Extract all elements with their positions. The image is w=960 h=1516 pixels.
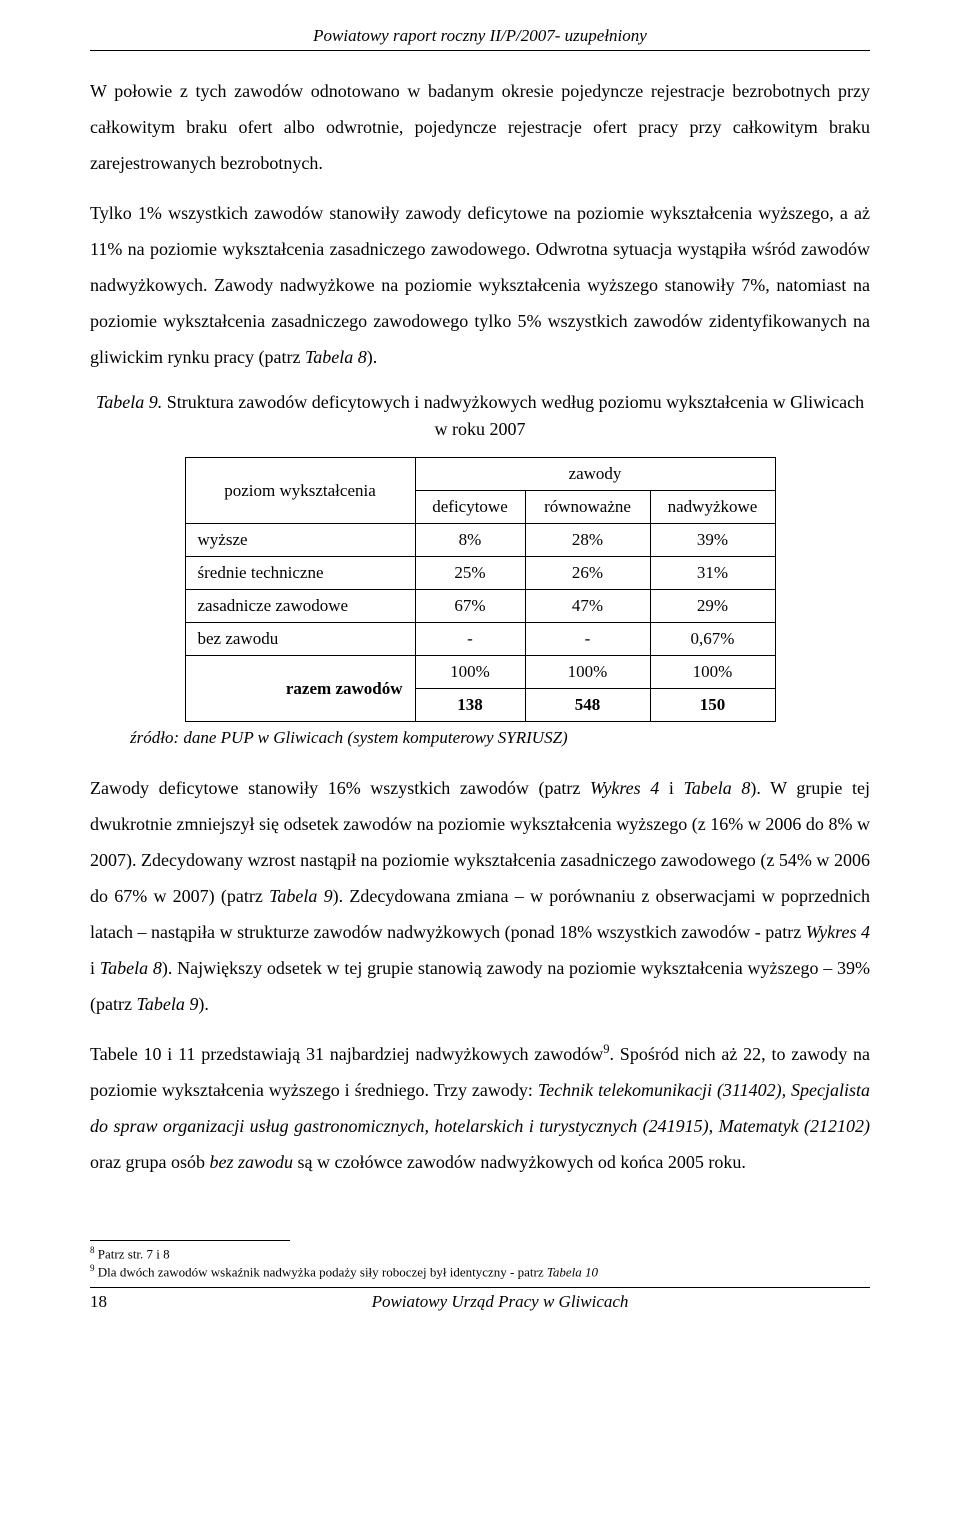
row-label: zasadnicze zawodowe [185,590,415,623]
cell: 29% [650,590,775,623]
footnote-text: Patrz str. 7 i 8 [95,1246,170,1261]
cell: - [525,623,650,656]
cell: 31% [650,557,775,590]
ref-tabela-8: Tabela 8 [683,778,750,798]
footnote-8: 8 Patrz str. 7 i 8 [90,1245,870,1263]
footnotes: 8 Patrz str. 7 i 8 9 Dla dwóch zawodów w… [90,1245,870,1281]
table-source: źródło: dane PUP w Gliwicach (system kom… [130,728,870,748]
ref-wykres-4: Wykres 4 [806,922,870,942]
th-rownowazne: równoważne [525,491,650,524]
text: Zawody deficytowe stanowiły 16% wszystki… [90,778,590,798]
cell: 28% [525,524,650,557]
ref-tabela-8: Tabela 8 [100,958,162,978]
row-label: wyższe [185,524,415,557]
bez-zawodu-italic: bez zawodu [209,1152,293,1172]
cell: 100% [415,656,525,689]
caption-text: Struktura zawodów deficytowych i nadwyżk… [162,392,864,439]
text: i [659,778,683,798]
text: są w czołówce zawodów nadwyżkowych od ko… [293,1152,746,1172]
paragraph-2: Tylko 1% wszystkich zawodów stanowiły za… [90,195,870,375]
cell: 26% [525,557,650,590]
paragraph-1: W połowie z tych zawodów odnotowano w ba… [90,73,870,181]
ref-tabela-9: Tabela 9 [136,994,198,1014]
text: Tabele 10 i 11 przedstawiają 31 najbardz… [90,1044,603,1064]
cell: 0,67% [650,623,775,656]
table-row: wyższe 8% 28% 39% [185,524,775,557]
cell: 100% [525,656,650,689]
text: ). [367,347,378,367]
ref-tabela-8: Tabela 8 [305,347,367,367]
cell: 67% [415,590,525,623]
running-head: Powiatowy raport roczny II/P/2007- uzupe… [90,26,870,51]
footer-title: Powiatowy Urząd Pracy w Gliwicach [130,1292,870,1312]
caption-number: Tabela 9. [96,392,162,412]
ref-wykres-4: Wykres 4 [590,778,659,798]
cell: - [415,623,525,656]
table-row: bez zawodu - - 0,67% [185,623,775,656]
cell: 548 [525,689,650,722]
row-label: średnie techniczne [185,557,415,590]
th-poziom: poziom wykształcenia [185,458,415,524]
cell: 100% [650,656,775,689]
cell: 138 [415,689,525,722]
footnote-separator [90,1240,290,1241]
table-struktura-zawodow: poziom wykształcenia zawody deficytowe r… [185,457,776,722]
th-deficytowe: deficytowe [415,491,525,524]
paragraph-3: Zawody deficytowe stanowiły 16% wszystki… [90,770,870,1022]
row-total-label: razem zawodów [185,656,415,722]
table-row: zasadnicze zawodowe 67% 47% 29% [185,590,775,623]
cell: 150 [650,689,775,722]
header-row-1: poziom wykształcenia zawody [185,458,775,491]
page-number: 18 [90,1292,130,1312]
table-caption: Tabela 9. Struktura zawodów deficytowych… [90,389,870,443]
text: W połowie z tych zawodów odnotowano w ba… [90,81,870,173]
page-footer: 18 Powiatowy Urząd Pracy w Gliwicach [90,1287,870,1312]
table-row: średnie techniczne 25% 26% 31% [185,557,775,590]
table-wrap: poziom wykształcenia zawody deficytowe r… [90,457,870,722]
text: Tylko 1% wszystkich zawodów stanowiły za… [90,203,870,367]
footnote-text: Dla dwóch zawodów wskaźnik nadwyżka poda… [95,1265,547,1280]
th-zawody: zawody [415,458,775,491]
page-container: Powiatowy raport roczny II/P/2007- uzupe… [0,0,960,1332]
text: ). [198,994,209,1014]
text: i [90,958,100,978]
cell: 39% [650,524,775,557]
ref-tabela-10: Tabela 10 [547,1265,598,1280]
table-row-total-pct: razem zawodów 100% 100% 100% [185,656,775,689]
text: oraz grupa osób [90,1152,209,1172]
footnote-9: 9 Dla dwóch zawodów wskaźnik nadwyżka po… [90,1263,870,1281]
cell: 47% [525,590,650,623]
th-nadwyzkowe: nadwyżkowe [650,491,775,524]
ref-tabela-9: Tabela 9 [269,886,333,906]
cell: 25% [415,557,525,590]
cell: 8% [415,524,525,557]
row-label: bez zawodu [185,623,415,656]
paragraph-4: Tabele 10 i 11 przedstawiają 31 najbardz… [90,1036,870,1180]
